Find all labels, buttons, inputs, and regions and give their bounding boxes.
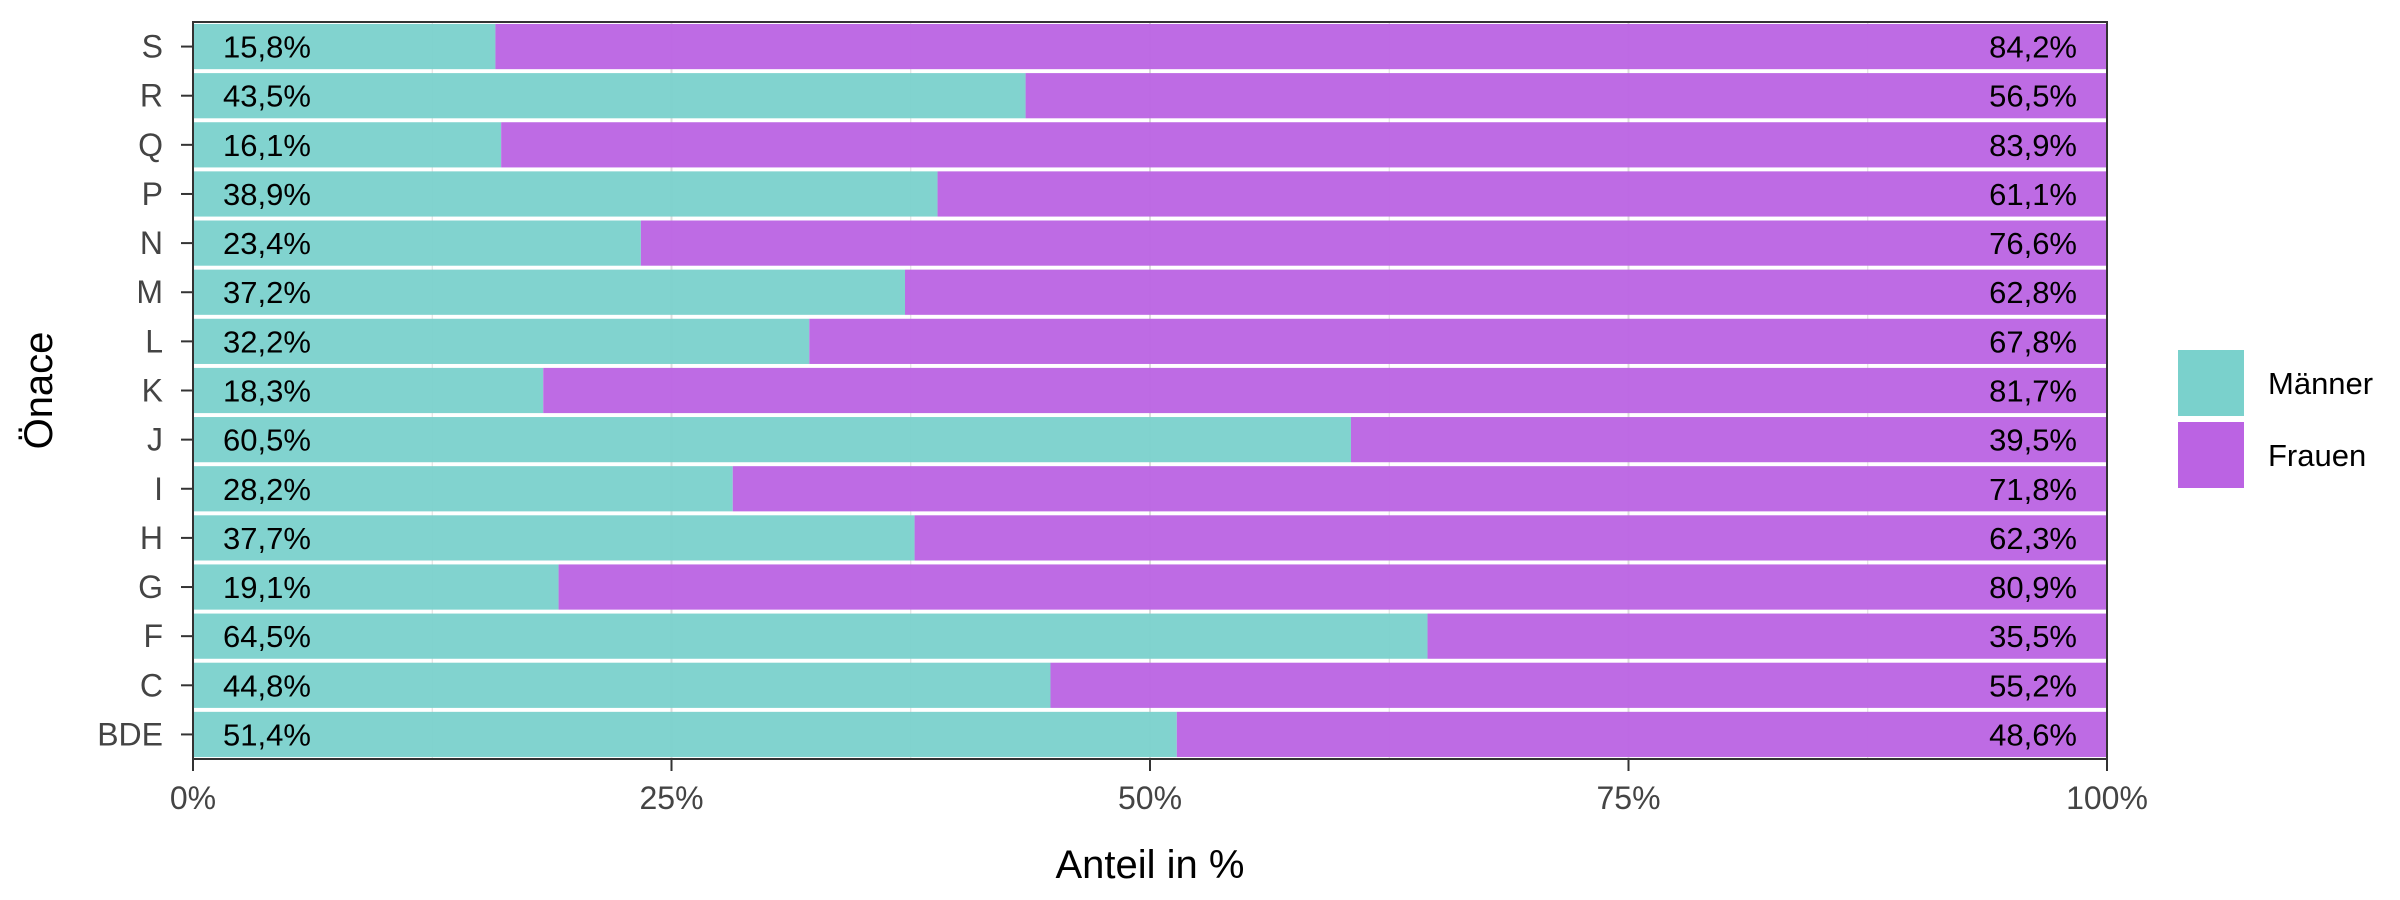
value-label: 23,4%: [223, 226, 311, 261]
value-label: 71,8%: [1989, 472, 2077, 507]
value-label: 80,9%: [1989, 570, 2077, 605]
value-label: 16,1%: [223, 128, 311, 163]
legend-label: Männer: [2268, 366, 2373, 401]
value-label: 62,8%: [1989, 275, 2077, 310]
category-label: F: [143, 618, 163, 654]
value-label: 61,1%: [1989, 177, 2077, 212]
bars: [193, 23, 2108, 758]
x-tick-label: 100%: [2066, 780, 2148, 816]
bar-frauen: [905, 269, 2107, 315]
x-tick-label: 50%: [1118, 780, 1182, 816]
bar-frauen: [937, 171, 2107, 217]
bar-maenner: [193, 367, 544, 414]
y-axis-title: Önace: [17, 332, 61, 450]
value-label: 67,8%: [1989, 324, 2077, 359]
category-label: N: [140, 225, 163, 261]
bar-frauen: [914, 515, 2107, 561]
x-tick-label: 25%: [639, 780, 703, 816]
bar-maenner: [193, 515, 915, 561]
value-label: 83,9%: [1989, 128, 2077, 163]
bar-maenner: [193, 564, 559, 610]
bar-frauen: [640, 220, 2107, 266]
category-label: P: [142, 176, 163, 212]
value-label: 55,2%: [1989, 668, 2077, 703]
category-label: S: [142, 29, 163, 65]
value-label: 81,7%: [1989, 374, 2077, 409]
category-label: L: [145, 323, 163, 359]
category-label: K: [142, 373, 163, 409]
x-tick-label: 75%: [1596, 780, 1660, 816]
value-label: 76,6%: [1989, 226, 2077, 261]
category-label: J: [147, 422, 163, 458]
value-label: 15,8%: [223, 30, 311, 65]
bar-frauen: [558, 564, 2107, 610]
value-labels: 15,8% 84,2% 43,5% 56,5% 16,1% 83,9% 38,9% 61,1%…: [223, 30, 2077, 753]
bar-maenner: [193, 318, 810, 364]
value-label: 84,2%: [1989, 30, 2077, 65]
category-label: G: [138, 569, 163, 605]
legend-swatch: [2178, 422, 2244, 488]
bar-frauen: [1025, 73, 2107, 119]
bar-maenner: [193, 269, 906, 315]
value-label: 28,2%: [223, 472, 311, 507]
bar-frauen: [495, 23, 2107, 70]
category-label: R: [140, 78, 163, 114]
bar-frauen: [809, 318, 2107, 364]
legend-label: Frauen: [2268, 438, 2366, 473]
value-label: 18,3%: [223, 374, 311, 409]
bar-frauen: [1176, 711, 2107, 758]
x-axis-title: Anteil in %: [1056, 843, 1245, 887]
value-label: 39,5%: [1989, 423, 2077, 458]
bar-maenner: [193, 417, 1351, 463]
bar-maenner: [193, 613, 1428, 659]
value-label: 19,1%: [223, 570, 311, 605]
category-label: I: [154, 471, 163, 507]
legend: Männer Frauen: [2178, 350, 2373, 488]
value-label: 43,5%: [223, 79, 311, 114]
category-label: Q: [138, 127, 163, 163]
bar-maenner: [193, 122, 502, 168]
value-label: 62,3%: [1989, 521, 2077, 556]
bar-maenner: [193, 711, 1177, 758]
bar-frauen: [501, 122, 2107, 168]
bar-maenner: [193, 662, 1051, 708]
value-label: 37,7%: [223, 521, 311, 556]
x-tick-label: 0%: [170, 780, 216, 816]
value-label: 32,2%: [223, 324, 311, 359]
bar-frauen: [1350, 417, 2107, 463]
bar-maenner: [193, 220, 641, 266]
value-label: 60,5%: [223, 423, 311, 458]
value-label: 48,6%: [1989, 717, 2077, 752]
bar-frauen: [1427, 613, 2107, 659]
x-axis-ticks: 0% 25% 50% 75% 100%: [170, 759, 2148, 816]
bar-frauen: [543, 367, 2108, 414]
bar-maenner: [193, 23, 496, 70]
bar-frauen: [1050, 662, 2107, 708]
bar-maenner: [193, 73, 1026, 119]
value-label: 56,5%: [1989, 79, 2077, 114]
bar-maenner: [193, 466, 733, 512]
value-label: 64,5%: [223, 619, 311, 654]
value-label: 51,4%: [223, 717, 311, 752]
value-label: 37,2%: [223, 275, 311, 310]
bar-frauen: [732, 466, 2107, 512]
bar-maenner: [193, 171, 938, 217]
category-label: H: [140, 520, 163, 556]
value-label: 35,5%: [1989, 619, 2077, 654]
value-label: 38,9%: [223, 177, 311, 212]
category-label: M: [136, 274, 163, 310]
category-label: C: [140, 667, 163, 703]
legend-swatch: [2178, 350, 2244, 416]
value-label: 44,8%: [223, 668, 311, 703]
category-label: BDE: [97, 716, 163, 752]
